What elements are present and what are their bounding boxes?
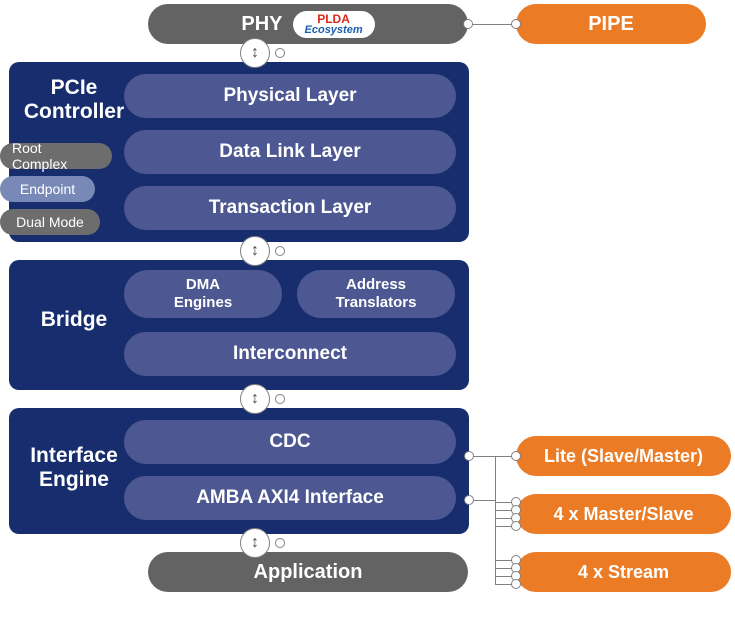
output-stream-label: 4 x Stream — [578, 562, 669, 583]
bridge-interconnect-label: Interconnect — [233, 343, 347, 365]
interface-axi: AMBA AXI4 Interface — [124, 476, 456, 520]
layer-datalink-label: Data Link Layer — [219, 141, 361, 163]
updown-icon: ↕ — [251, 390, 259, 408]
mode-root-complex-label: Root Complex — [12, 140, 100, 172]
interface-axi-label: AMBA AXI4 Interface — [196, 487, 384, 509]
phy-pill: PHY PLDA Ecosystem — [148, 4, 468, 44]
logo-text1: PLDA — [317, 13, 350, 25]
output-lite: Lite (Slave/Master) — [516, 436, 731, 476]
layer-transaction: Transaction Layer — [124, 186, 456, 230]
connector-1-end — [275, 48, 285, 58]
bridge-block: Bridge DMA Engines Address Translators I… — [9, 260, 469, 390]
interface-cdc: CDC — [124, 420, 456, 464]
connector-phy-controller: ↕ — [240, 38, 270, 68]
bridge-title: Bridge — [19, 308, 129, 332]
branch-lite-ep — [511, 451, 521, 461]
layer-physical: Physical Layer — [124, 74, 456, 118]
output-lite-label: Lite (Slave/Master) — [544, 446, 703, 467]
updown-icon: ↕ — [251, 44, 259, 62]
output-stream: 4 x Stream — [516, 552, 731, 592]
connector-bridge-interface: ↕ — [240, 384, 270, 414]
pipe-label: PIPE — [588, 13, 634, 36]
mode-dual-label: Dual Mode — [16, 214, 84, 230]
bridge-interconnect: Interconnect — [124, 332, 456, 376]
phy-pipe-endpoint-right — [511, 19, 521, 29]
updown-icon: ↕ — [251, 534, 259, 552]
connector-4-end — [275, 538, 285, 548]
updown-icon: ↕ — [251, 242, 259, 260]
interface-cdc-label: CDC — [269, 431, 310, 453]
connector-2-end — [275, 246, 285, 256]
output-master-slave: 4 x Master/Slave — [516, 494, 731, 534]
connector-3-end — [275, 394, 285, 404]
bus-line-full — [495, 456, 496, 584]
phy-pipe-line — [468, 24, 516, 25]
branch-ms-4-ep — [511, 521, 521, 531]
layer-datalink: Data Link Layer — [124, 130, 456, 174]
bridge-addr: Address Translators — [297, 270, 455, 318]
interface-block: Interface Engine CDC AMBA AXI4 Interface — [9, 408, 469, 534]
logo-text2: Ecosystem — [305, 25, 363, 36]
interface-title: Interface Engine — [19, 444, 129, 492]
bridge-addr-label: Address Translators — [336, 276, 417, 312]
connector-controller-bridge: ↕ — [240, 236, 270, 266]
mode-endpoint: Endpoint — [0, 176, 95, 202]
mode-root-complex: Root Complex — [0, 143, 112, 169]
pipe-pill: PIPE — [516, 4, 706, 44]
layer-physical-label: Physical Layer — [223, 85, 356, 107]
phy-pipe-endpoint-left — [463, 19, 473, 29]
mode-endpoint-label: Endpoint — [20, 181, 75, 197]
controller-title: PCIe Controller — [19, 76, 129, 124]
bridge-dma-label: DMA Engines — [174, 276, 232, 312]
output-master-slave-label: 4 x Master/Slave — [553, 504, 693, 525]
connector-interface-app: ↕ — [240, 528, 270, 558]
mode-dual: Dual Mode — [0, 209, 100, 235]
layer-transaction-label: Transaction Layer — [209, 197, 372, 219]
branch-st-4-ep — [511, 579, 521, 589]
stub-ep-2 — [464, 495, 474, 505]
application-label: Application — [254, 561, 363, 584]
bridge-dma: DMA Engines — [124, 270, 282, 318]
application-pill: Application — [148, 552, 468, 592]
logo-badge: PLDA Ecosystem — [293, 11, 375, 38]
phy-label: PHY — [241, 13, 282, 36]
stub-ep-1 — [464, 451, 474, 461]
